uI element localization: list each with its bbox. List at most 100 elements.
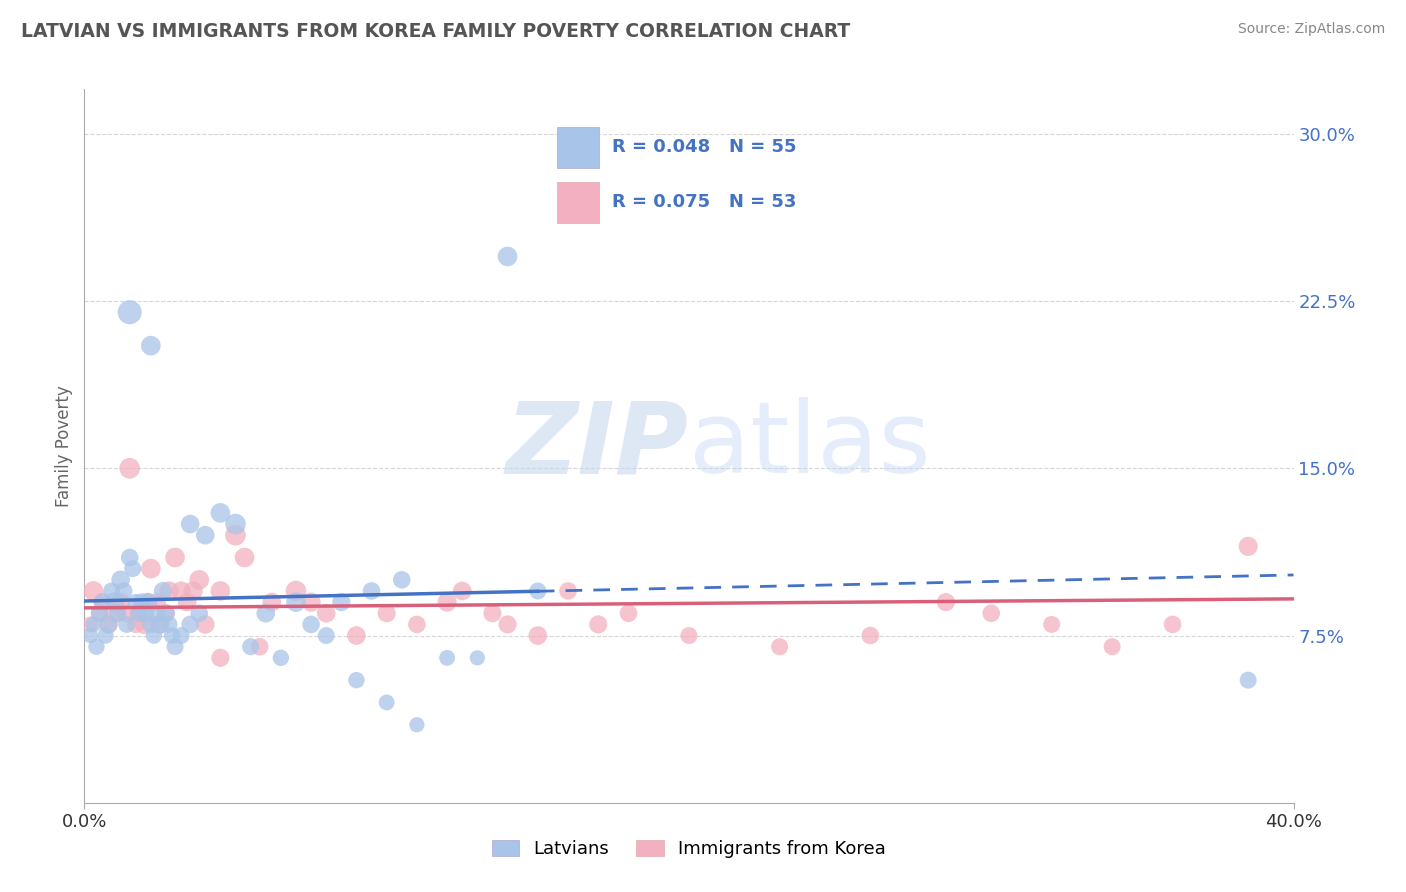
Point xyxy=(104,607,127,621)
Point xyxy=(79,628,101,642)
Point xyxy=(142,628,165,642)
Point xyxy=(375,696,398,710)
Point xyxy=(270,651,292,665)
Point xyxy=(104,595,127,609)
Point xyxy=(1040,617,1063,632)
Point xyxy=(406,717,429,731)
Point xyxy=(125,617,148,632)
Point xyxy=(82,583,104,598)
Point xyxy=(115,607,138,621)
Point xyxy=(79,617,101,632)
Point xyxy=(155,607,177,621)
Point xyxy=(89,607,111,621)
Point xyxy=(89,607,111,621)
Point xyxy=(157,617,180,632)
Point xyxy=(239,640,262,654)
Point xyxy=(1101,640,1123,654)
Point xyxy=(194,528,217,542)
Point xyxy=(209,651,232,665)
Point xyxy=(467,651,489,665)
Point xyxy=(769,640,792,654)
Point xyxy=(165,550,187,565)
Point xyxy=(118,461,141,475)
Point xyxy=(97,617,120,632)
Point xyxy=(131,595,153,609)
Point xyxy=(391,573,413,587)
Point xyxy=(91,595,114,609)
Point xyxy=(496,249,519,264)
Point xyxy=(128,607,150,621)
Point xyxy=(121,562,143,576)
Point xyxy=(157,583,180,598)
Point xyxy=(249,640,271,654)
Point xyxy=(188,607,211,621)
Point xyxy=(980,607,1002,621)
Point xyxy=(136,595,159,609)
Point xyxy=(209,583,232,598)
Text: ZIP: ZIP xyxy=(506,398,689,494)
Point xyxy=(112,583,135,598)
Point xyxy=(436,595,458,609)
Point xyxy=(165,640,187,654)
Point xyxy=(155,607,177,621)
Point xyxy=(330,595,353,609)
Point xyxy=(176,595,198,609)
Point xyxy=(285,583,308,598)
Point xyxy=(617,607,640,621)
Point xyxy=(299,617,322,632)
Point xyxy=(209,506,232,520)
Point xyxy=(128,607,150,621)
Point xyxy=(481,607,503,621)
Point xyxy=(225,528,247,542)
Point xyxy=(110,573,132,587)
Text: atlas: atlas xyxy=(689,398,931,494)
Point xyxy=(315,628,337,642)
Point xyxy=(97,617,120,632)
Point xyxy=(170,628,193,642)
Y-axis label: Family Poverty: Family Poverty xyxy=(55,385,73,507)
Point xyxy=(86,640,108,654)
Point xyxy=(134,607,156,621)
Point xyxy=(94,628,117,642)
Point xyxy=(139,562,162,576)
Point xyxy=(375,607,398,621)
Point xyxy=(527,628,550,642)
Text: LATVIAN VS IMMIGRANTS FROM KOREA FAMILY POVERTY CORRELATION CHART: LATVIAN VS IMMIGRANTS FROM KOREA FAMILY … xyxy=(21,22,851,41)
Point xyxy=(346,673,368,687)
Point xyxy=(194,617,217,632)
Text: Source: ZipAtlas.com: Source: ZipAtlas.com xyxy=(1237,22,1385,37)
Point xyxy=(254,607,277,621)
Point xyxy=(139,338,162,352)
Legend: Latvians, Immigrants from Korea: Latvians, Immigrants from Korea xyxy=(485,832,893,865)
Point xyxy=(139,617,162,632)
Point xyxy=(146,607,169,621)
Point xyxy=(91,595,114,609)
Point xyxy=(136,595,159,609)
Point xyxy=(149,617,172,632)
Point xyxy=(152,583,174,598)
Point xyxy=(436,651,458,665)
Point xyxy=(160,628,183,642)
Point xyxy=(299,595,322,609)
Point xyxy=(118,550,141,565)
Point xyxy=(859,628,882,642)
Point xyxy=(125,595,148,609)
Point xyxy=(451,583,474,598)
Point xyxy=(181,583,204,598)
Point xyxy=(179,617,201,632)
Point xyxy=(678,628,700,642)
Point xyxy=(1237,539,1260,553)
Point xyxy=(134,617,156,632)
Point xyxy=(527,583,550,598)
Point xyxy=(285,595,308,609)
Point xyxy=(557,583,579,598)
Point xyxy=(588,617,610,632)
Point xyxy=(1161,617,1184,632)
Point xyxy=(360,583,382,598)
Point xyxy=(406,617,429,632)
Point xyxy=(1237,673,1260,687)
Point xyxy=(107,607,129,621)
Point xyxy=(149,617,172,632)
Point xyxy=(225,516,247,531)
Point xyxy=(115,617,138,632)
